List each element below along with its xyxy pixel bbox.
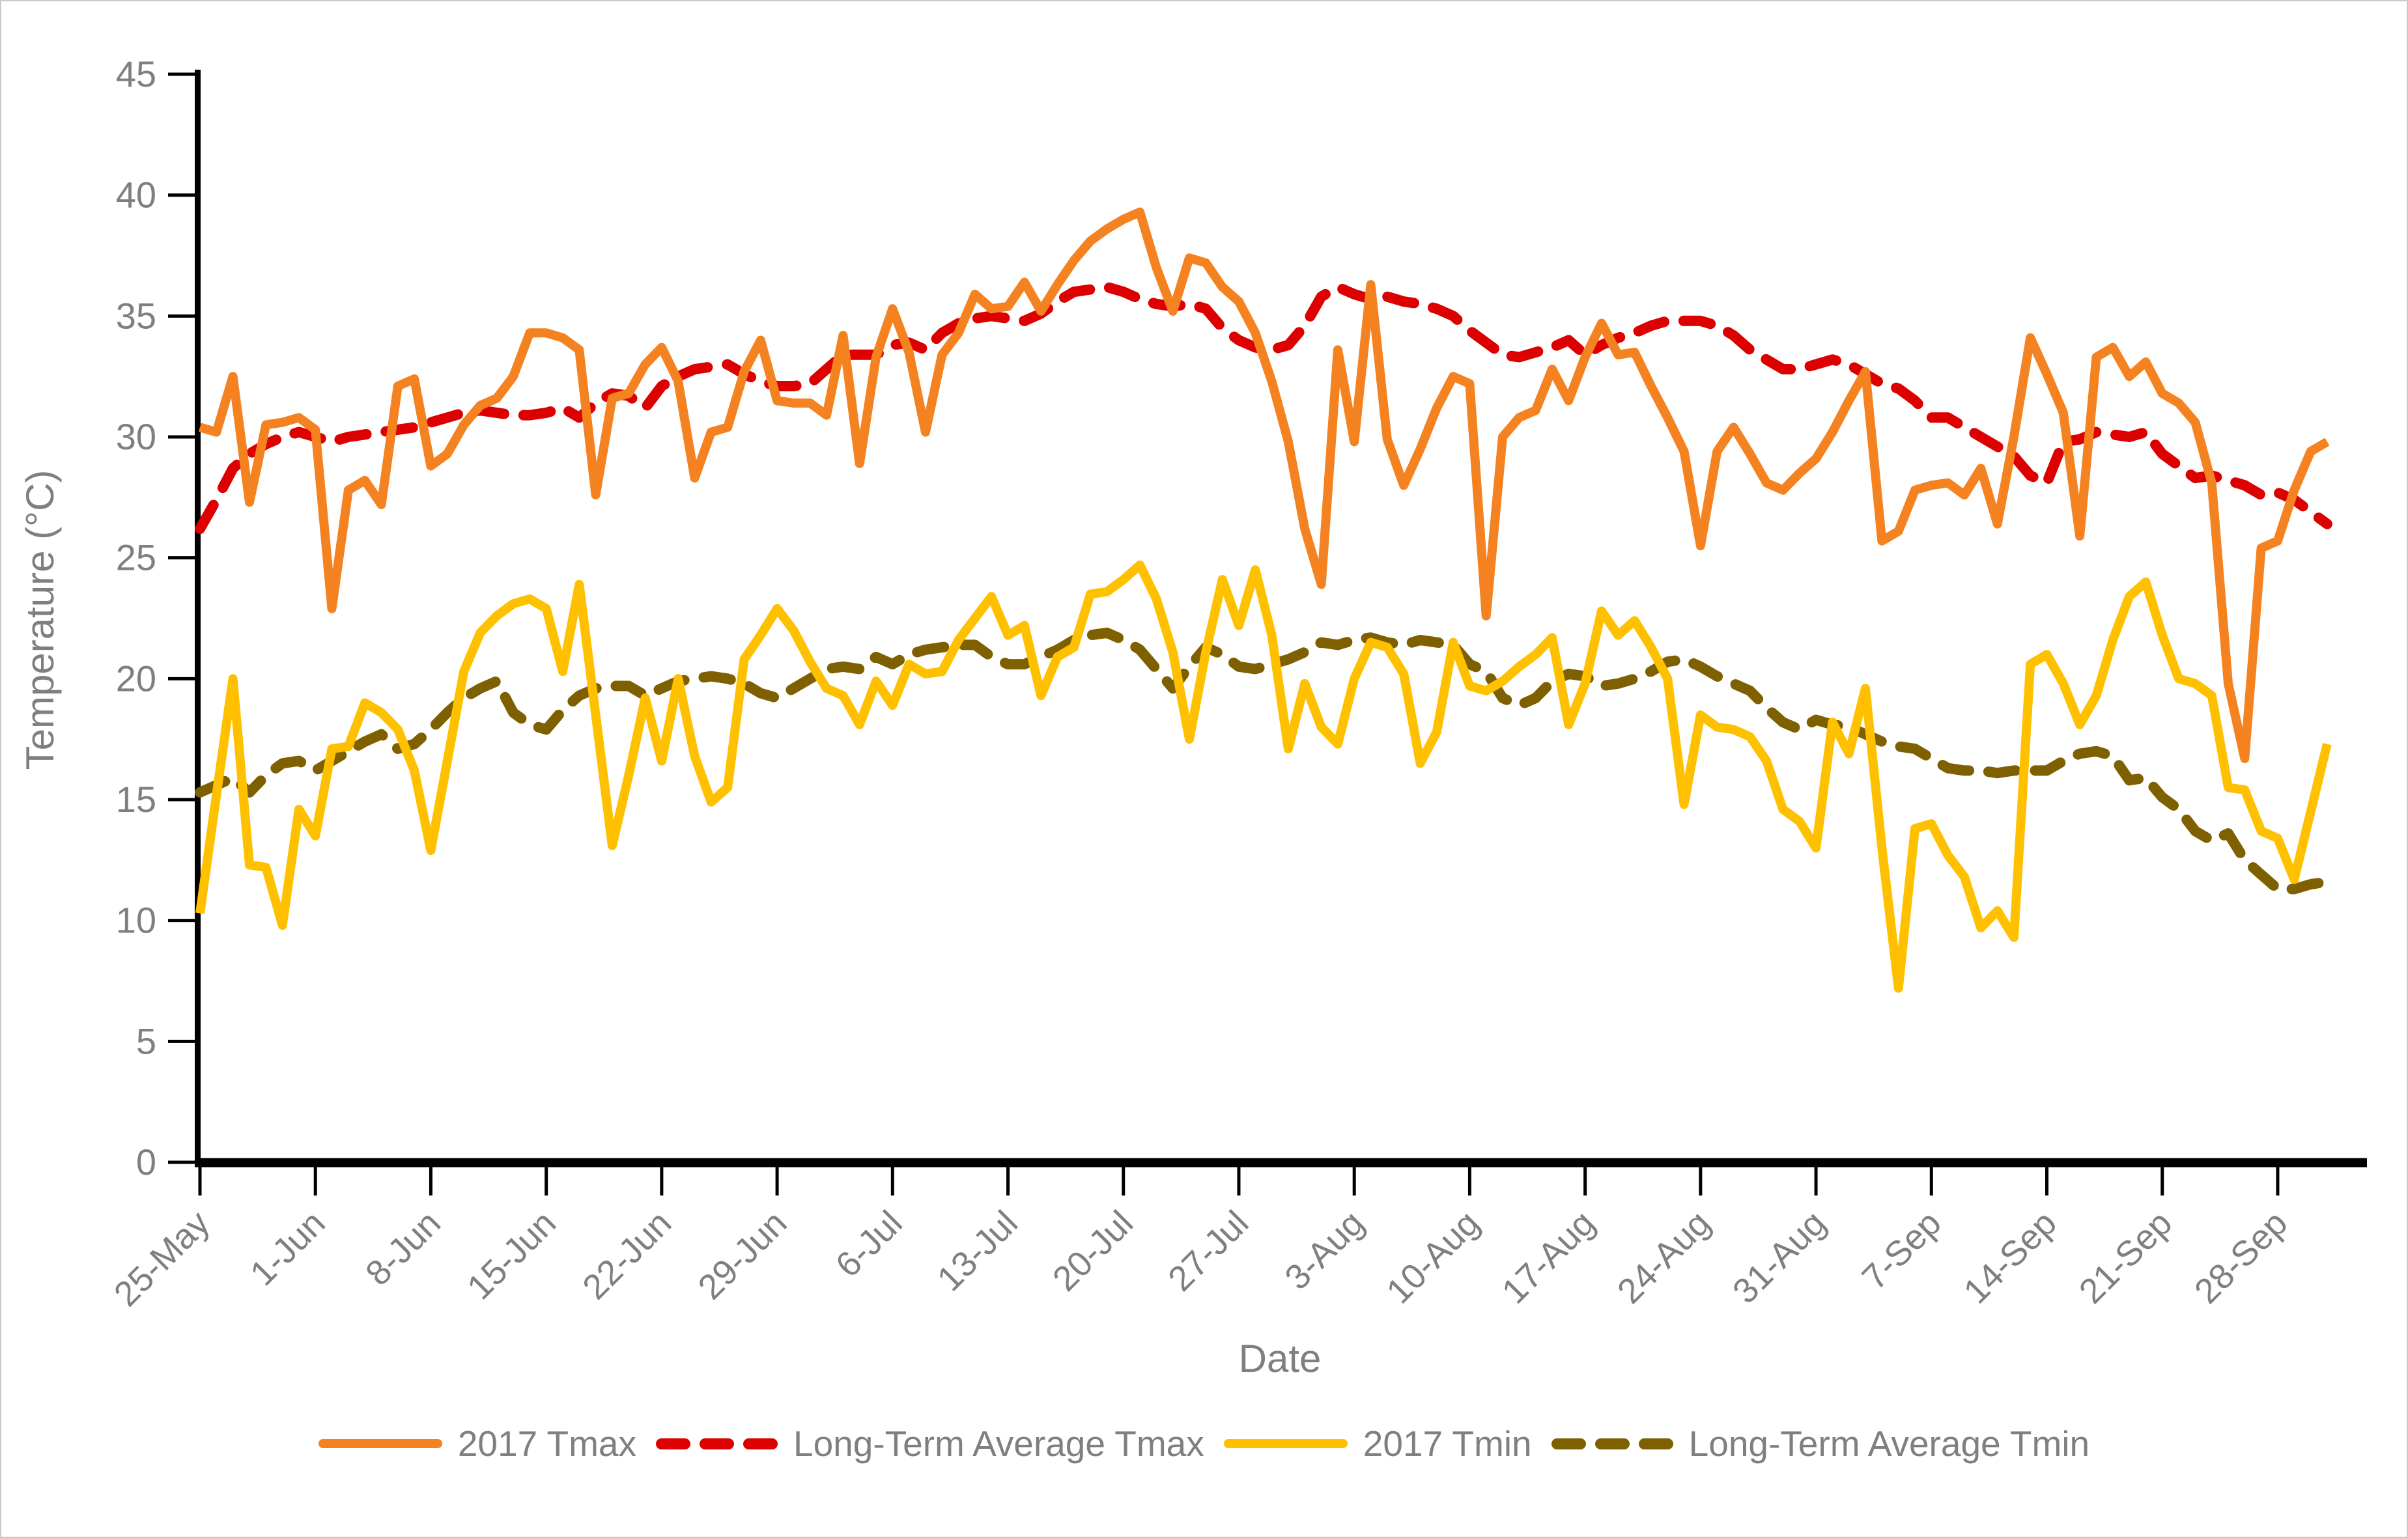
x-tick-label: 14-Sep xyxy=(1956,1203,2064,1311)
x-tick-label: 17-Aug xyxy=(1495,1203,1603,1311)
dashed-line-marker-icon xyxy=(1551,1438,1673,1449)
y-axis-title: Temperature (°C) xyxy=(18,470,62,770)
legend: 2017 Tmax Long-Term Average Tmax 2017 Tm… xyxy=(1,1423,2407,1464)
x-tick-label: 6-Jul xyxy=(829,1203,910,1285)
x-tick-label: 20-Jul xyxy=(1045,1203,1140,1298)
x-axis-title: Date xyxy=(1239,1337,1322,1380)
x-tick-label: 29-Jun xyxy=(690,1203,794,1307)
y-tick-label: 25 xyxy=(116,537,156,578)
series-line-long-term-average-tmin xyxy=(195,627,2332,895)
series-line-long-term-average-tmax xyxy=(195,281,2332,535)
legend-item-longterm-tmin: Long-Term Average Tmin xyxy=(1551,1423,2090,1464)
y-tick-label: 10 xyxy=(116,900,156,941)
y-tick-label: 35 xyxy=(116,295,156,336)
legend-label: Long-Term Average Tmin xyxy=(1688,1423,2090,1464)
x-tick-label: 28-Sep xyxy=(2187,1203,2295,1311)
dashed-line-marker-icon xyxy=(655,1438,778,1449)
y-tick-label: 30 xyxy=(116,416,156,457)
x-tick-label: 10-Aug xyxy=(1379,1203,1487,1311)
x-tick-label: 31-Aug xyxy=(1725,1203,1834,1311)
y-tick-label: 0 xyxy=(136,1141,156,1182)
legend-label: 2017 Tmin xyxy=(1363,1423,1532,1464)
x-tick-label: 22-Jun xyxy=(575,1203,679,1307)
x-tick-label: 15-Jun xyxy=(460,1203,563,1307)
solid-line-marker-icon xyxy=(318,1439,442,1448)
series-line-2017-tmax xyxy=(199,207,2330,763)
x-tick-label: 1-Jun xyxy=(243,1203,333,1293)
x-tick-label: 24-Aug xyxy=(1610,1203,1718,1311)
x-tick-label: 25-May xyxy=(107,1203,218,1314)
x-tick-label: 21-Sep xyxy=(2072,1203,2180,1311)
data-series xyxy=(195,207,2332,993)
legend-label: Long-Term Average Tmax xyxy=(793,1423,1204,1464)
x-tick-label: 27-Jul xyxy=(1161,1203,1256,1298)
x-tick-label: 8-Jun xyxy=(358,1203,448,1293)
y-tick-label: 20 xyxy=(116,658,156,699)
legend-label: 2017 Tmax xyxy=(457,1423,636,1464)
legend-item-2017-tmax: 2017 Tmax xyxy=(318,1423,636,1464)
y-tick-label: 40 xyxy=(116,175,156,216)
legend-item-longterm-tmax: Long-Term Average Tmax xyxy=(655,1423,1204,1464)
x-tick-label: 7-Sep xyxy=(1854,1203,1948,1297)
solid-line-marker-icon xyxy=(1223,1439,1348,1448)
y-tick-label: 45 xyxy=(116,53,156,94)
x-tick-label: 13-Jul xyxy=(930,1203,1025,1298)
y-tick-label: 5 xyxy=(136,1020,156,1061)
x-tick-label: 3-Aug xyxy=(1277,1203,1371,1297)
y-tick-label: 15 xyxy=(116,779,156,820)
series-line-2017-tmin xyxy=(195,560,2332,993)
legend-item-2017-tmin: 2017 Tmin xyxy=(1223,1423,1532,1464)
